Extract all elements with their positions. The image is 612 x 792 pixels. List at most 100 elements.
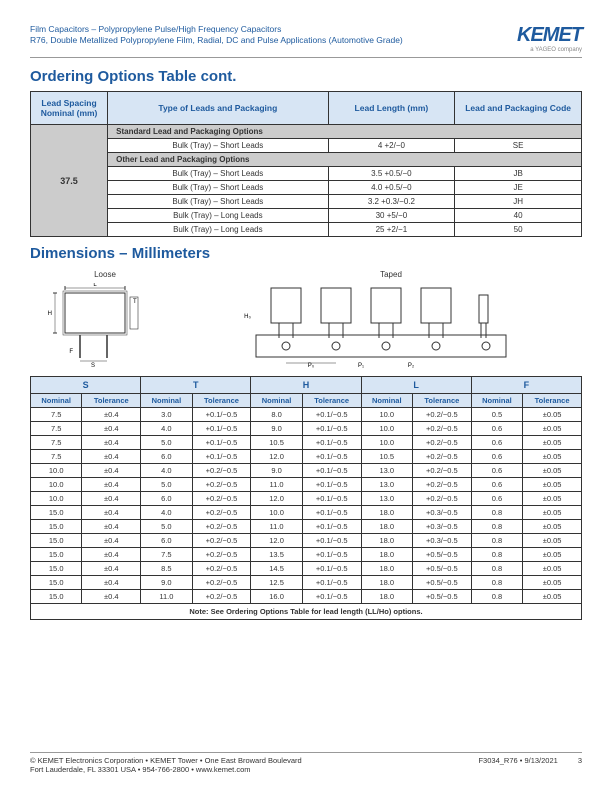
svg-text:T: T [133,299,137,305]
col-leads-packaging: Type of Leads and Packaging [108,92,328,125]
col-lead-length: Lead Length (mm) [328,92,455,125]
table-cell: +0.5/−0.5 [412,548,471,562]
table-row: 15.0±0.46.0+0.2/−0.512.0+0.1/−0.518.0+0.… [31,534,582,548]
table-row: 15.0±0.48.5+0.2/−0.514.5+0.1/−0.518.0+0.… [31,562,582,576]
table-cell: 4.0 [141,464,192,478]
table-cell: ±0.4 [82,562,141,576]
table-cell: +0.1/−0.5 [192,408,251,422]
table-cell: 9.0 [251,422,302,436]
svg-text:H₀: H₀ [244,314,251,320]
table-row: 10.0±0.46.0+0.2/−0.512.0+0.1/−0.513.0+0.… [31,492,582,506]
table-cell: +0.2/−0.5 [192,520,251,534]
table-cell: ±0.4 [82,548,141,562]
table-cell: 0.8 [471,506,522,520]
table-cell: 18.0 [361,534,412,548]
table-cell: 0.8 [471,534,522,548]
table-cell: ±0.05 [523,436,582,450]
table-row: 7.5±0.44.0+0.1/−0.59.0+0.1/−0.510.0+0.2/… [31,422,582,436]
table-cell: 5.0 [141,520,192,534]
table-cell: ±0.4 [82,506,141,520]
table-cell: 7.5 [31,450,82,464]
table-cell: 0.6 [471,492,522,506]
table-cell: 0.8 [471,576,522,590]
other-options-header: Other Lead and Packaging Options [108,153,582,167]
table-cell: 3.0 [141,408,192,422]
table-cell: ±0.4 [82,450,141,464]
table-cell: Bulk (Tray) – Short Leads [108,139,328,153]
table-cell: 6.0 [141,450,192,464]
table-cell: 50 [455,223,582,237]
table-row: 15.0±0.49.0+0.2/−0.512.5+0.1/−0.518.0+0.… [31,576,582,590]
table-cell: 10.5 [361,450,412,464]
table-cell: 18.0 [361,576,412,590]
table-cell: +0.5/−0.5 [412,562,471,576]
logo-subtitle: a YAGEO company [517,47,582,53]
table-cell: JE [455,181,582,195]
standard-options-header: Standard Lead and Packaging Options [108,125,582,139]
col-lead-spacing: Lead Spacing Nominal (mm) [31,92,108,125]
table-cell: 11.0 [251,478,302,492]
table-cell: +0.3/−0.5 [412,506,471,520]
svg-text:P₂: P₂ [408,363,415,368]
table-cell: 0.6 [471,450,522,464]
table-cell: 10.5 [251,436,302,450]
table-cell: 8.0 [251,408,302,422]
svg-text:P₀: P₀ [308,363,315,368]
table-cell: ±0.4 [82,436,141,450]
dim-col-group: H [251,377,361,394]
table-cell: ±0.05 [523,576,582,590]
table-cell: ±0.4 [82,422,141,436]
table-cell: ±0.05 [523,506,582,520]
footer-page: 3 [578,756,582,765]
table-cell: 0.6 [471,422,522,436]
table-cell: 18.0 [361,520,412,534]
table-cell: 5.0 [141,436,192,450]
dim-col-sub: Tolerance [523,394,582,408]
table-cell: 18.0 [361,590,412,604]
table-row: 7.5±0.43.0+0.1/−0.58.0+0.1/−0.510.0+0.2/… [31,408,582,422]
table-cell: 40 [455,209,582,223]
table-cell: 15.0 [31,562,82,576]
table-cell: +0.1/−0.5 [302,478,361,492]
table-cell: +0.2/−0.5 [412,408,471,422]
header-line1: Film Capacitors – Polypropylene Pulse/Hi… [30,24,403,35]
table-cell: Bulk (Tray) – Short Leads [108,167,328,181]
table-row: 10.0±0.44.0+0.2/−0.59.0+0.1/−0.513.0+0.2… [31,464,582,478]
table-cell: 15.0 [31,548,82,562]
table-cell: +0.1/−0.5 [302,520,361,534]
table-cell: +0.2/−0.5 [412,478,471,492]
dim-col-sub: Nominal [361,394,412,408]
table-cell: ±0.4 [82,534,141,548]
table-cell: 7.5 [31,422,82,436]
kemet-logo: KEMET [517,24,582,47]
table-cell: 18.0 [361,506,412,520]
table-cell: 10.0 [361,436,412,450]
table-cell: +0.2/−0.5 [192,478,251,492]
table-cell: +0.1/−0.5 [302,506,361,520]
table-cell: +0.2/−0.5 [412,464,471,478]
table-cell: 12.5 [251,576,302,590]
table-cell: ±0.4 [82,478,141,492]
table-cell: 4.0 [141,506,192,520]
svg-text:L: L [93,283,97,288]
table-cell: +0.2/−0.5 [412,436,471,450]
table-cell: +0.2/−0.5 [192,590,251,604]
dimension-diagrams: Loose L H T S F Taped [30,270,582,368]
table-cell: +0.2/−0.5 [412,422,471,436]
table-cell: 15.0 [31,506,82,520]
table-cell: 0.6 [471,478,522,492]
table-cell: 10.0 [251,506,302,520]
table-cell: +0.2/−0.5 [192,506,251,520]
table-cell: +0.1/−0.5 [302,548,361,562]
section-title-dimensions: Dimensions – Millimeters [30,245,582,262]
table-cell: 13.0 [361,478,412,492]
table-cell: +0.1/−0.5 [302,436,361,450]
footer-line2: Fort Lauderdale, FL 33301 USA • 954-766-… [30,765,302,774]
table-row: 15.0±0.47.5+0.2/−0.513.5+0.1/−0.518.0+0.… [31,548,582,562]
table-cell: 10.0 [31,492,82,506]
table-cell: ±0.05 [523,422,582,436]
table-cell: 10.0 [31,478,82,492]
table-cell: ±0.05 [523,548,582,562]
table-cell: 4 +2/−0 [328,139,455,153]
table-cell: 5.0 [141,478,192,492]
